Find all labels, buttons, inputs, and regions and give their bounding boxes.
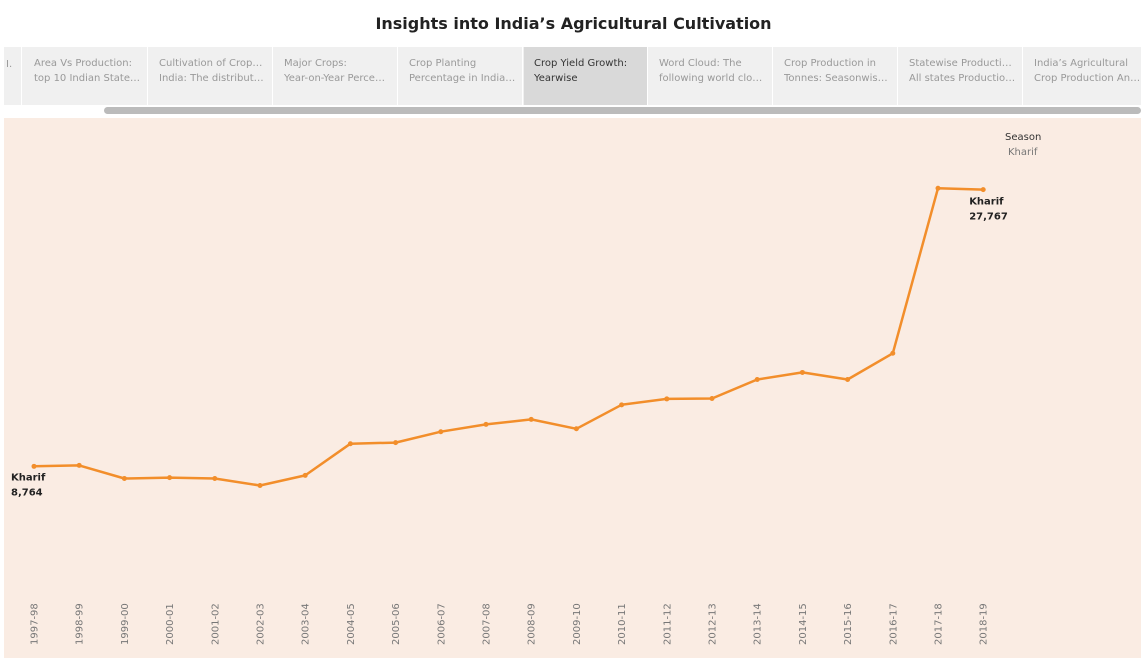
story-tab-label: Area Vs Production: xyxy=(34,58,132,69)
x-tick-label: 2010-11 xyxy=(617,603,628,645)
data-point[interactable] xyxy=(573,426,579,432)
data-label-series: Kharif xyxy=(969,197,1004,208)
story-tab-4[interactable]: Crop Planting Percentage in India b.. xyxy=(399,47,523,105)
legend-title: Season xyxy=(1005,132,1042,143)
data-point[interactable] xyxy=(935,185,941,191)
data-point[interactable] xyxy=(483,421,489,427)
story-prev-tab[interactable]: I. xyxy=(4,47,22,105)
data-point[interactable] xyxy=(980,187,986,193)
data-point[interactable] xyxy=(664,396,670,402)
line-chart: 1997-98 1998-99 1999-00 2000-01 2001-02 2002-… xyxy=(11,185,1008,645)
x-tick-label: 1999-00 xyxy=(120,603,131,645)
data-point[interactable] xyxy=(528,416,534,422)
x-tick-label: 1998-99 xyxy=(75,603,86,645)
story-tab-5[interactable]: Crop Yield Growth: Yearwise xyxy=(524,47,648,105)
x-tick-label: 2011-12 xyxy=(662,603,673,645)
story-nav-scrollbar[interactable] xyxy=(104,107,1141,114)
x-tick-label: 2003-04 xyxy=(301,603,312,645)
story-tab-label: Crop Production in xyxy=(784,58,877,69)
data-point[interactable] xyxy=(212,476,218,482)
x-tick-label: 2015-16 xyxy=(843,603,854,645)
story-tab-label: Cultivation of Crops in xyxy=(159,58,266,69)
x-tick-label: 2005-06 xyxy=(391,603,402,645)
data-point[interactable] xyxy=(347,441,353,447)
data-point[interactable] xyxy=(709,396,715,402)
x-tick-label: 2016-17 xyxy=(888,603,899,645)
story-tab-3[interactable]: Major Crops: Year-on-Year Percent.. xyxy=(274,47,398,105)
data-point[interactable] xyxy=(121,476,127,482)
story-tab-label: Percentage in India b.. xyxy=(409,73,516,84)
page-title: Insights into India’s Agricultural Culti… xyxy=(375,14,772,33)
x-tick-label: 2017-18 xyxy=(934,603,945,645)
data-point[interactable] xyxy=(438,429,444,435)
x-tick-label: 2000-01 xyxy=(165,603,176,645)
story-tab-2[interactable]: Cultivation of Crops in India: The distri… xyxy=(149,47,273,105)
x-tick-label: 1997-98 xyxy=(30,603,41,645)
story-tab-8[interactable]: Statewise Production: All states Producti… xyxy=(899,47,1023,105)
x-tick-label: 2018-19 xyxy=(979,603,990,645)
data-point[interactable] xyxy=(619,402,625,408)
data-point[interactable] xyxy=(799,369,805,375)
story-navigator: I. Area Vs Production: top 10 Indian Stat… xyxy=(4,47,1141,105)
legend[interactable]: Season Kharif xyxy=(1005,130,1041,160)
story-tab-label: Crop Production Anal.. xyxy=(1034,73,1141,84)
story-tab-1[interactable]: Area Vs Production: top 10 Indian States … xyxy=(24,47,148,105)
story-tab-label: following world cloud.. xyxy=(659,73,766,84)
story-tab-label: India: The distributio.. xyxy=(159,73,266,84)
data-point[interactable] xyxy=(76,462,82,468)
data-label-value: 8,764 xyxy=(11,487,43,498)
data-point[interactable] xyxy=(257,482,263,488)
data-point[interactable] xyxy=(890,350,896,356)
story-tab-6[interactable]: Word Cloud: The following world cloud.. xyxy=(649,47,773,105)
x-tick-label: 2001-02 xyxy=(210,603,221,645)
chart-area: 1997-98 1998-99 1999-00 2000-01 2001-02 2002-… xyxy=(4,118,1141,658)
data-point[interactable] xyxy=(31,463,37,469)
x-tick-label: 2008-09 xyxy=(527,603,538,645)
data-label-value: 27,767 xyxy=(969,212,1008,223)
data-point[interactable] xyxy=(754,377,760,383)
legend-item-kharif[interactable]: Kharif xyxy=(1008,147,1038,158)
x-tick-label: 2007-08 xyxy=(482,603,493,645)
story-tab-7[interactable]: Crop Production in Tonnes: Seasonwise .. xyxy=(774,47,898,105)
story-tab-label: India’s Agricultural xyxy=(1034,58,1129,69)
series-line-kharif xyxy=(33,186,984,487)
story-tab-label: Word Cloud: The xyxy=(659,58,742,69)
x-tick-label: 2013-14 xyxy=(753,603,764,645)
story-tab-label: Major Crops: xyxy=(284,58,347,69)
story-tab-label: Year-on-Year Percent.. xyxy=(284,73,391,84)
x-tick-label: 2012-13 xyxy=(708,603,719,645)
story-tab-label: All states Production .. xyxy=(909,73,1016,84)
story-tab-label: Statewise Production: xyxy=(909,58,1016,69)
x-tick-label: 2014-15 xyxy=(798,603,809,645)
story-tab-label: Crop Planting xyxy=(409,58,477,69)
data-point[interactable] xyxy=(845,377,851,383)
x-tick-label: 2009-10 xyxy=(572,603,583,645)
story-tab-9[interactable]: India’s Agricultural Crop Production Anal… xyxy=(1024,47,1141,105)
data-label-series: Kharif xyxy=(11,472,46,483)
data-point[interactable] xyxy=(393,440,399,446)
data-point[interactable] xyxy=(167,475,173,481)
x-tick-label: 2004-05 xyxy=(346,603,357,645)
story-tab-label: Tonnes: Seasonwise .. xyxy=(784,73,891,84)
x-tick-label: 2002-03 xyxy=(256,603,267,645)
x-tick-label: 2006-07 xyxy=(436,603,447,645)
story-tab-label: Yearwise xyxy=(534,73,578,84)
story-tab-label: Crop Yield Growth: xyxy=(534,58,628,69)
data-point[interactable] xyxy=(302,472,308,478)
story-tab-label: top 10 Indian States a.. xyxy=(34,73,141,84)
